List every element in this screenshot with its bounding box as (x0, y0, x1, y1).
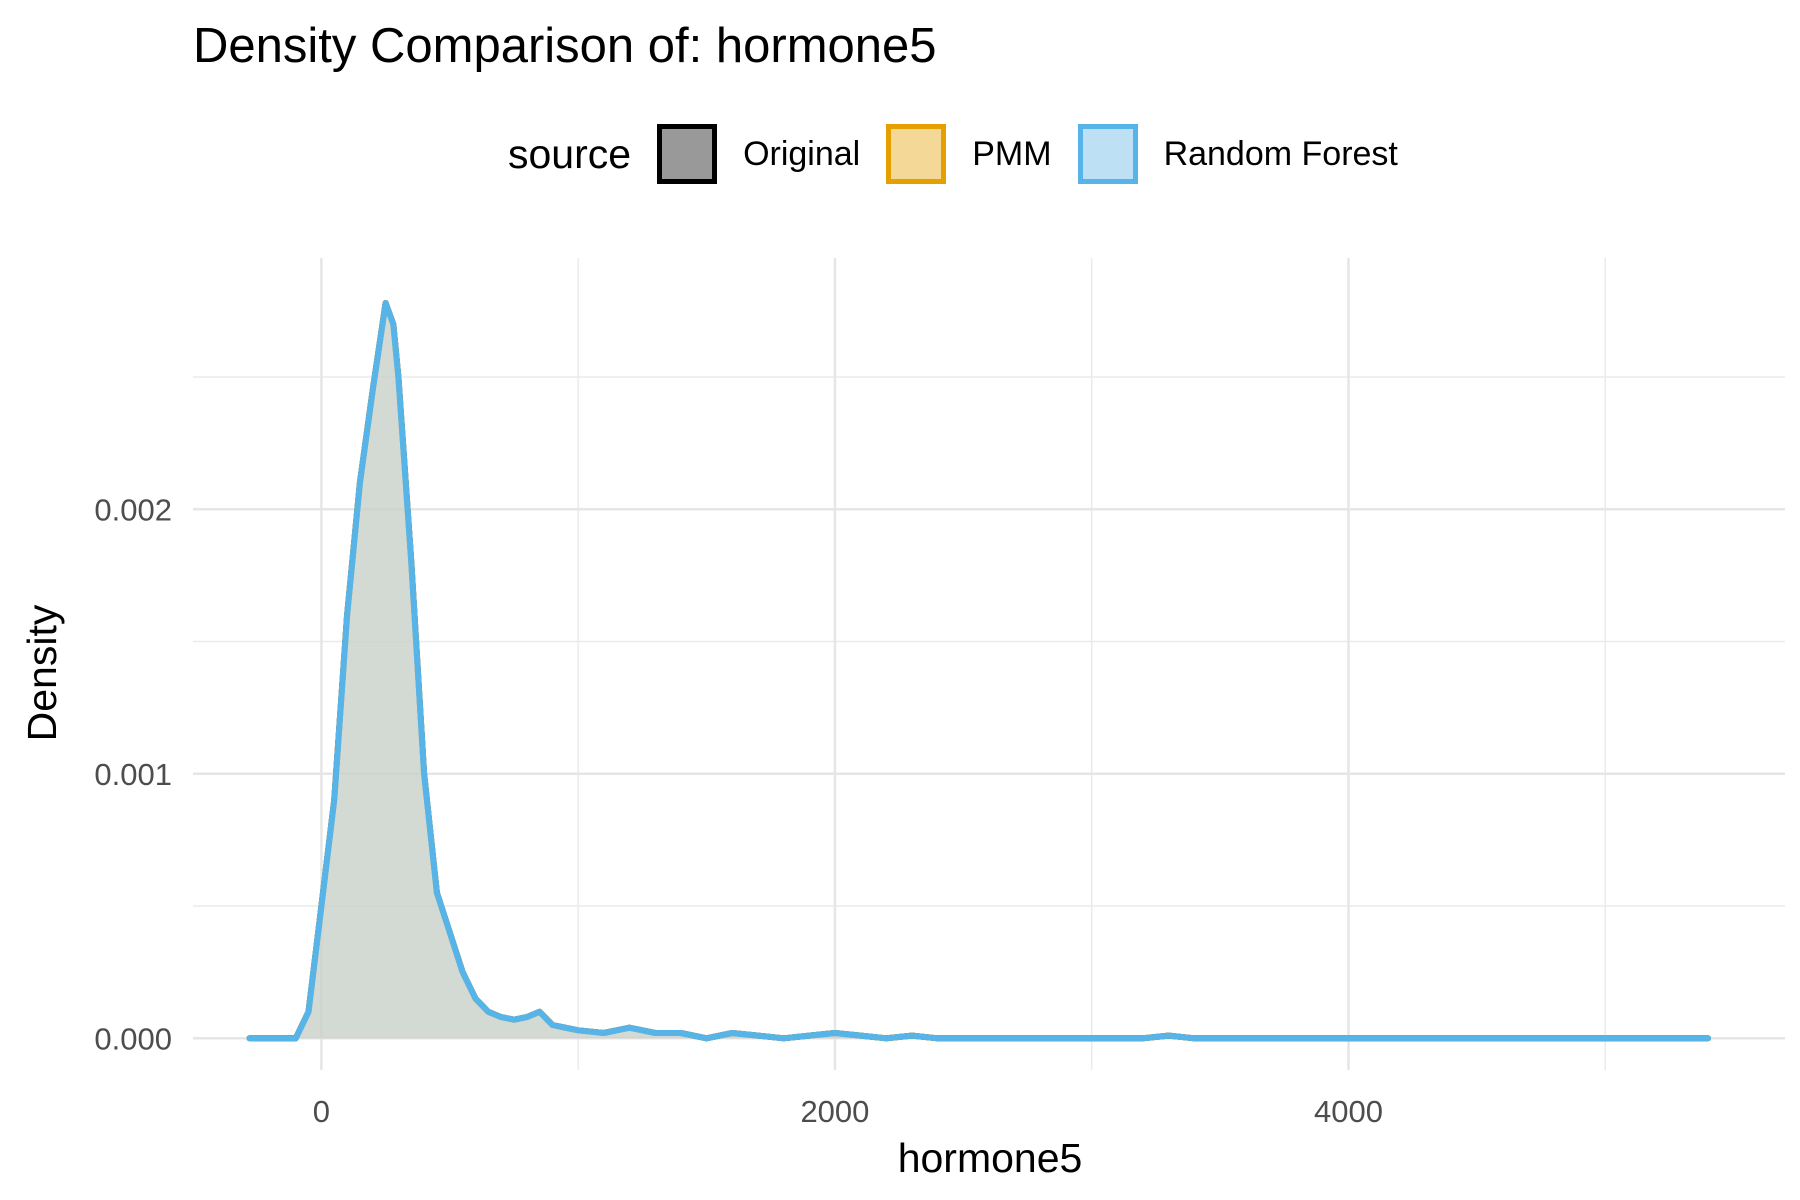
legend-item-pmm: PMM (886, 124, 1052, 184)
y-axis-title: Density (19, 604, 65, 741)
tick-labels: 0 2000 4000 0.000 0.001 0.002 (94, 492, 1383, 1129)
legend-label-original: Original (743, 134, 861, 173)
legend-key-random-forest (1077, 124, 1138, 184)
legend-item-original: Original (657, 124, 860, 184)
legend: source Original PMM Random Forest (508, 118, 1424, 190)
x-tick-label: 2000 (800, 1094, 869, 1129)
legend-key-original (657, 124, 718, 184)
legend-label-random-forest: Random Forest (1163, 134, 1398, 173)
density-line-random-forest (246, 300, 1711, 1042)
chart-title: Density Comparison of: hormone5 (193, 19, 937, 73)
legend-label-pmm: PMM (972, 134, 1052, 173)
y-tick-label: 0.002 (94, 492, 172, 527)
density-area-pmm (249, 303, 1708, 1039)
legend-title: source (508, 130, 632, 177)
legend-key-pmm (886, 124, 947, 184)
x-tick-label: 0 (313, 1094, 330, 1129)
density-area-random-forest (249, 303, 1708, 1039)
density-line-original (246, 300, 1711, 1042)
x-axis-title: hormone5 (898, 1135, 1083, 1181)
legend-item-random-forest: Random Forest (1077, 124, 1398, 184)
density-area-original (249, 303, 1708, 1039)
y-tick-label: 0.000 (94, 1021, 172, 1056)
y-tick-label: 0.001 (94, 757, 172, 792)
x-tick-label: 4000 (1314, 1094, 1383, 1129)
density-series (246, 300, 1711, 1042)
density-line-pmm (246, 300, 1711, 1042)
